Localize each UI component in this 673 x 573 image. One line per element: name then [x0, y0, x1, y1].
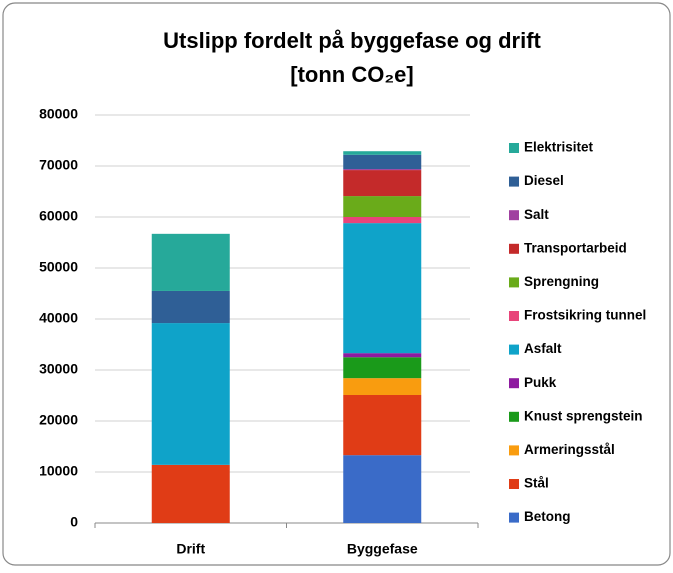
legend-swatch [509, 277, 519, 288]
legend-swatch [509, 378, 519, 389]
x-tick-label: Byggefase [347, 541, 418, 557]
legend-label: Asfalt [524, 341, 562, 356]
y-tick-label: 10000 [39, 463, 78, 479]
chart-subtitle: [tonn CO₂e] [290, 62, 413, 87]
y-tick-label: 30000 [39, 361, 78, 377]
bar-segment [343, 170, 422, 197]
bar-segment [343, 196, 422, 217]
bar-segment [343, 223, 422, 354]
bar-segment [343, 353, 422, 358]
legend-swatch [509, 344, 519, 355]
y-tick-label: 0 [70, 514, 78, 530]
legend-label: Stål [524, 476, 549, 491]
bar-segment [343, 394, 422, 456]
bar-segment [151, 464, 230, 523]
bar-segment [151, 290, 230, 324]
legend-label: Pukk [524, 375, 557, 390]
x-tick-label: Drift [176, 541, 205, 557]
legend-label: Betong [524, 509, 571, 524]
legend-swatch [509, 243, 519, 254]
bar-segment [343, 217, 422, 224]
bar-segment [343, 357, 422, 379]
y-tick-label: 20000 [39, 412, 78, 428]
legend-label: Frostsikring tunnel [524, 308, 646, 323]
bar-segment [343, 154, 422, 170]
y-tick-label: 80000 [39, 106, 78, 122]
legend-label: Diesel [524, 173, 564, 188]
bar-segment [151, 233, 230, 291]
legend-label: Sprengning [524, 274, 599, 289]
bar-segment [343, 378, 422, 395]
legend-swatch [509, 512, 519, 523]
legend-swatch [509, 311, 519, 321]
legend-label: Elektrisitet [524, 140, 594, 155]
legend-swatch [509, 143, 519, 153]
legend-swatch [509, 210, 519, 221]
legend-swatch [509, 176, 519, 187]
legend-label: Armeringsstål [524, 442, 615, 457]
y-tick-label: 70000 [39, 157, 78, 173]
chart-title: Utslipp fordelt på byggefase og drift [163, 28, 541, 53]
bar-segment [151, 323, 230, 465]
y-tick-label: 60000 [39, 208, 78, 224]
legend-label: Knust sprengstein [524, 408, 643, 423]
bar-segment [343, 151, 422, 155]
y-tick-label: 40000 [39, 310, 78, 326]
y-tick-label: 50000 [39, 259, 78, 275]
legend-swatch [509, 411, 519, 422]
legend-swatch [509, 479, 519, 489]
legend-label: Transportarbeid [524, 240, 627, 255]
legend-swatch [509, 445, 519, 456]
bar-segment [343, 169, 422, 171]
legend-label: Salt [524, 207, 549, 222]
bar-segment [343, 455, 422, 523]
